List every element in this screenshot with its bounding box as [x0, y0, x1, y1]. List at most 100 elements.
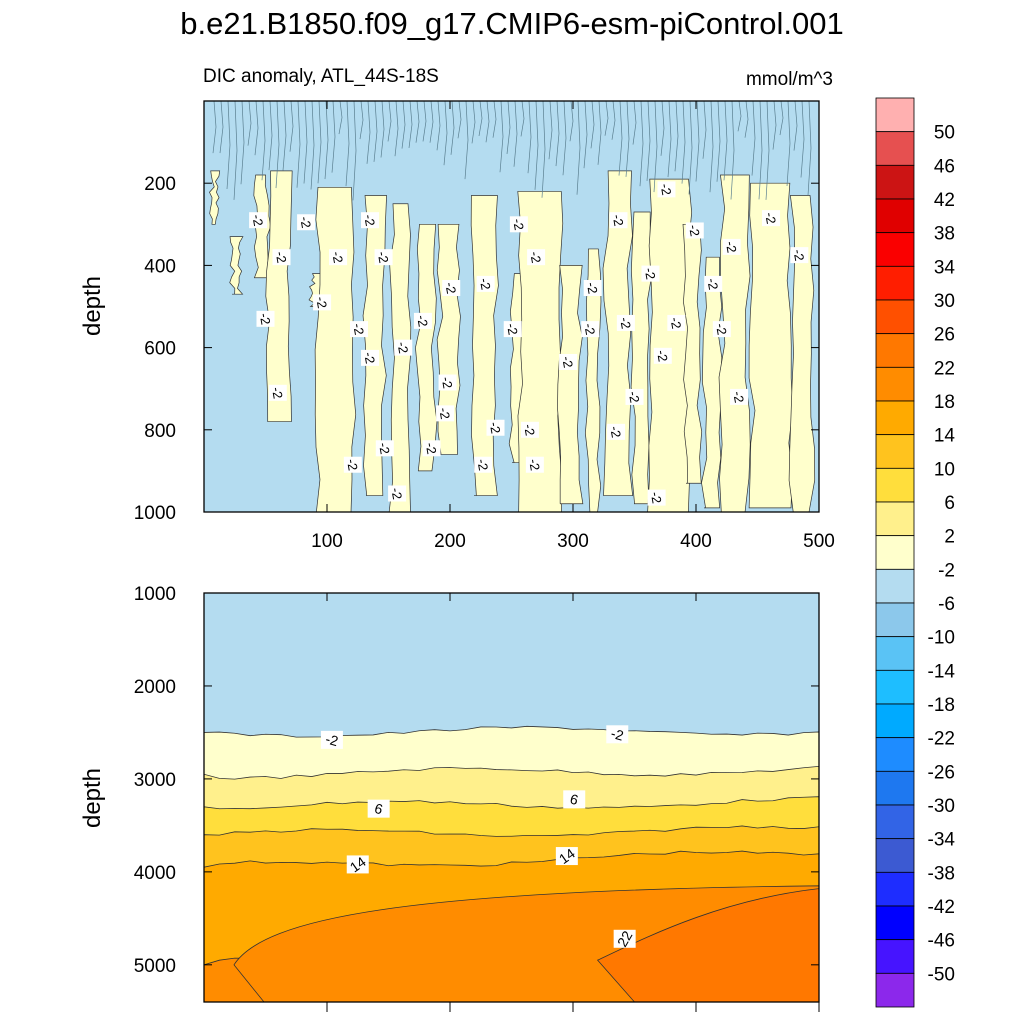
- lower-y-tick-label: 4000: [134, 863, 176, 884]
- upper-surface-contour: [303, 101, 308, 184]
- upper-contour-patch: [229, 236, 244, 295]
- upper-surface-contour: [359, 101, 364, 140]
- upper-contour-label-bg: [667, 314, 686, 331]
- upper-contour-label: -2: [394, 341, 411, 355]
- upper-contour-label-bg: [607, 423, 626, 440]
- upper-panel-title: DIC anomaly, ATL_44S-18S: [203, 66, 439, 87]
- upper-surface-contour: [681, 101, 686, 184]
- upper-contour-label: -2: [610, 213, 627, 227]
- lower-contour-label: 22: [614, 928, 636, 950]
- lower-contour-label-bg: [606, 725, 629, 744]
- colorbar-swatch: [875, 299, 915, 335]
- upper-y-tick-label: 600: [144, 339, 176, 360]
- upper-y-axis-label: depth: [79, 276, 106, 336]
- upper-contour-label-bg: [609, 212, 628, 229]
- colorbar-swatch: [875, 467, 915, 503]
- upper-contour-label-bg: [256, 310, 275, 327]
- upper-contour-label: -2: [388, 487, 405, 501]
- upper-contour-label: -2: [648, 491, 665, 505]
- upper-surface-contour: [485, 101, 490, 143]
- upper-contour-label-bg: [486, 419, 505, 436]
- colorbar-label: 42: [934, 190, 955, 211]
- colorbar-label: -6: [938, 594, 955, 615]
- upper-surface-contour: [457, 101, 462, 139]
- lower-contour-label-bg: [367, 799, 390, 818]
- colorbar-label: 26: [934, 325, 955, 346]
- upper-contour-label-bg: [436, 405, 455, 422]
- upper-surface-contour: [436, 101, 441, 151]
- upper-contour-label: -2: [313, 295, 330, 309]
- colorbar-label: -10: [928, 628, 955, 649]
- upper-contour-label-bg: [272, 249, 291, 266]
- upper-y-tick-label: 800: [144, 421, 176, 442]
- colorbar-label: 6: [944, 493, 955, 514]
- upper-surface-contour: [723, 101, 728, 181]
- upper-surface-contour: [583, 101, 588, 169]
- colorbar-label: 18: [934, 392, 955, 413]
- upper-contour-label-bg: [375, 440, 394, 457]
- lower-y-tick-label: 3000: [134, 770, 176, 791]
- upper-contour-label: -2: [487, 421, 504, 435]
- upper-surface-contour: [506, 101, 511, 154]
- upper-contour-label-bg: [583, 280, 602, 297]
- upper-contour-label-bg: [712, 321, 731, 338]
- upper-surface-contour: [261, 101, 266, 181]
- upper-surface-contour: [226, 101, 231, 190]
- upper-surface-contour: [709, 101, 714, 193]
- upper-contour-label-bg: [249, 212, 268, 229]
- colorbar-swatch: [875, 198, 915, 234]
- upper-surface-contour: [478, 101, 483, 136]
- upper-contour-label: -2: [350, 322, 367, 336]
- upper-contour-label: -2: [790, 248, 807, 262]
- lower-y-tick-label: 2000: [134, 677, 176, 698]
- upper-plot-frame: [203, 100, 820, 513]
- upper-surface-contour: [401, 101, 406, 149]
- upper-contour-patch: [718, 174, 751, 512]
- upper-contour-label: -2: [626, 390, 643, 404]
- upper-contour-label: -2: [526, 458, 543, 472]
- colorbar-label: 30: [934, 291, 955, 312]
- upper-contour-patch: [701, 256, 723, 509]
- upper-surface-contour: [240, 101, 245, 185]
- upper-surface-contour: [660, 101, 665, 156]
- lower-contour-label-bg: [613, 929, 636, 948]
- lower-contour-label-bg: [346, 855, 369, 874]
- upper-surface-contour: [639, 101, 644, 187]
- colorbar-label: 34: [934, 257, 956, 278]
- colorbar-swatch: [875, 972, 915, 1008]
- colorbar-label: -2: [938, 560, 955, 581]
- upper-surface-contour: [324, 101, 329, 180]
- lower-plot-frame: [203, 592, 820, 1003]
- upper-surface-contour: [338, 101, 343, 135]
- upper-contour-label-bg: [527, 249, 546, 266]
- upper-surface-contour: [464, 101, 469, 180]
- colorbar-label: -30: [928, 796, 955, 817]
- upper-surface-contour: [394, 101, 399, 157]
- upper-contour-label: -2: [607, 425, 624, 439]
- upper-contour-label: -2: [704, 277, 721, 291]
- upper-surface-contour: [345, 101, 350, 187]
- upper-contour-label-bg: [388, 485, 407, 502]
- upper-contour-label: -2: [617, 316, 634, 330]
- upper-contour-patch: [788, 195, 816, 512]
- colorbar-swatch: [875, 838, 915, 873]
- upper-surface-contour: [331, 101, 336, 173]
- upper-contour-patch: [265, 170, 293, 422]
- upper-contour-label-bg: [616, 314, 635, 331]
- upper-contour-label-bg: [329, 249, 348, 266]
- upper-contour-label-bg: [343, 456, 362, 473]
- upper-contour-patch: [209, 170, 221, 225]
- upper-contour-label: -2: [667, 316, 684, 330]
- upper-contour-patch: [630, 211, 654, 505]
- colorbar-swatch: [875, 669, 915, 705]
- colorbar-label: -42: [928, 897, 955, 918]
- colorbar-label: 38: [934, 224, 955, 245]
- upper-contour-label-bg: [722, 238, 741, 255]
- colorbar-label: -38: [928, 863, 955, 884]
- upper-contour-label: -2: [375, 250, 392, 264]
- upper-contour-label-bg: [509, 216, 528, 233]
- upper-contour-label-bg: [657, 181, 676, 198]
- upper-surface-contour: [751, 101, 756, 176]
- upper-surface-contour: [422, 101, 427, 142]
- upper-contour-label-bg: [474, 456, 493, 473]
